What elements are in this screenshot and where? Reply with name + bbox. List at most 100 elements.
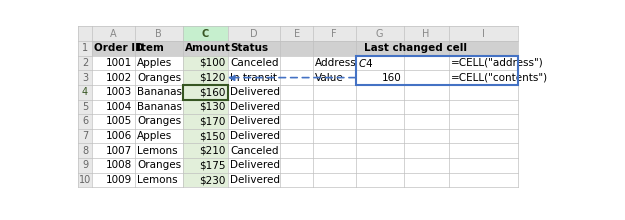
Bar bbox=[449, 26, 518, 41]
Bar bbox=[228, 26, 281, 41]
Bar bbox=[182, 70, 228, 85]
Bar bbox=[356, 158, 404, 173]
Text: $120: $120 bbox=[199, 73, 226, 82]
Bar bbox=[228, 114, 281, 129]
Text: Delivered: Delivered bbox=[230, 131, 280, 141]
Text: Lemons: Lemons bbox=[137, 146, 178, 156]
Bar bbox=[449, 173, 518, 187]
Bar bbox=[78, 70, 92, 85]
Bar bbox=[135, 56, 182, 70]
Bar bbox=[313, 143, 356, 158]
Bar bbox=[92, 158, 135, 173]
Bar bbox=[92, 114, 135, 129]
Bar bbox=[313, 41, 356, 56]
Bar bbox=[182, 114, 228, 129]
Bar bbox=[92, 143, 135, 158]
Bar bbox=[356, 70, 404, 85]
Text: $160: $160 bbox=[199, 87, 226, 97]
Bar bbox=[449, 158, 518, 173]
Text: 1006: 1006 bbox=[106, 131, 132, 141]
Text: I: I bbox=[482, 29, 485, 39]
Bar bbox=[313, 56, 356, 70]
Text: Status: Status bbox=[230, 43, 268, 53]
Bar bbox=[449, 56, 518, 70]
Text: 2: 2 bbox=[82, 58, 88, 68]
Bar bbox=[281, 26, 313, 41]
Bar bbox=[228, 99, 281, 114]
Bar bbox=[92, 85, 135, 99]
Bar bbox=[228, 143, 281, 158]
Text: Address: Address bbox=[315, 58, 357, 68]
Bar bbox=[356, 99, 404, 114]
Text: Oranges: Oranges bbox=[137, 160, 181, 170]
Text: $130: $130 bbox=[199, 102, 226, 112]
Text: 3: 3 bbox=[82, 73, 88, 82]
Text: Delivered: Delivered bbox=[230, 160, 280, 170]
Text: 8: 8 bbox=[82, 146, 88, 156]
Bar bbox=[135, 26, 182, 41]
Text: F: F bbox=[331, 29, 337, 39]
Text: Amount: Amount bbox=[185, 43, 231, 53]
Bar bbox=[92, 129, 135, 143]
Text: Bananas: Bananas bbox=[137, 102, 182, 112]
Text: Apples: Apples bbox=[137, 58, 172, 68]
Text: 1009: 1009 bbox=[106, 175, 132, 185]
Bar bbox=[78, 114, 92, 129]
Text: 1004: 1004 bbox=[106, 102, 132, 112]
Bar bbox=[281, 41, 313, 56]
Bar bbox=[92, 56, 135, 70]
Bar bbox=[228, 56, 281, 70]
Bar bbox=[404, 41, 449, 56]
Bar bbox=[404, 85, 449, 99]
Bar bbox=[281, 114, 313, 129]
Text: 5: 5 bbox=[82, 102, 88, 112]
Text: $150: $150 bbox=[199, 131, 226, 141]
Bar bbox=[78, 41, 92, 56]
Bar bbox=[404, 143, 449, 158]
Text: 9: 9 bbox=[82, 160, 88, 170]
Text: D: D bbox=[250, 29, 258, 39]
Bar bbox=[313, 173, 356, 187]
Text: $230: $230 bbox=[199, 175, 226, 185]
Bar bbox=[182, 99, 228, 114]
Bar bbox=[78, 143, 92, 158]
Bar bbox=[182, 26, 228, 41]
Bar bbox=[78, 99, 92, 114]
Text: B: B bbox=[156, 29, 162, 39]
Bar bbox=[135, 173, 182, 187]
Bar bbox=[313, 99, 356, 114]
Bar bbox=[78, 26, 92, 41]
Bar bbox=[281, 70, 313, 85]
Bar bbox=[228, 129, 281, 143]
Bar bbox=[182, 85, 228, 99]
Bar bbox=[404, 173, 449, 187]
Text: 1005: 1005 bbox=[106, 117, 132, 126]
Bar bbox=[356, 26, 404, 41]
Bar bbox=[182, 143, 228, 158]
Bar bbox=[313, 26, 356, 41]
Text: 1003: 1003 bbox=[106, 87, 132, 97]
Text: H: H bbox=[422, 29, 430, 39]
Bar bbox=[449, 99, 518, 114]
Bar bbox=[313, 70, 356, 85]
Bar bbox=[135, 85, 182, 99]
Text: 6: 6 bbox=[82, 117, 88, 126]
Bar bbox=[356, 85, 404, 99]
Bar bbox=[449, 143, 518, 158]
Text: A: A bbox=[110, 29, 117, 39]
Text: Delivered: Delivered bbox=[230, 87, 280, 97]
Bar bbox=[356, 56, 404, 70]
Bar bbox=[449, 70, 518, 85]
Bar bbox=[356, 143, 404, 158]
Text: Canceled: Canceled bbox=[230, 58, 279, 68]
Bar bbox=[228, 85, 281, 99]
Bar bbox=[281, 129, 313, 143]
Bar bbox=[92, 70, 135, 85]
Text: Last changed cell: Last changed cell bbox=[364, 43, 467, 53]
Text: Item: Item bbox=[137, 43, 164, 53]
Text: 1: 1 bbox=[82, 43, 88, 53]
Bar bbox=[135, 129, 182, 143]
Text: 1007: 1007 bbox=[106, 146, 132, 156]
Text: 4: 4 bbox=[82, 87, 88, 97]
Bar bbox=[78, 56, 92, 70]
